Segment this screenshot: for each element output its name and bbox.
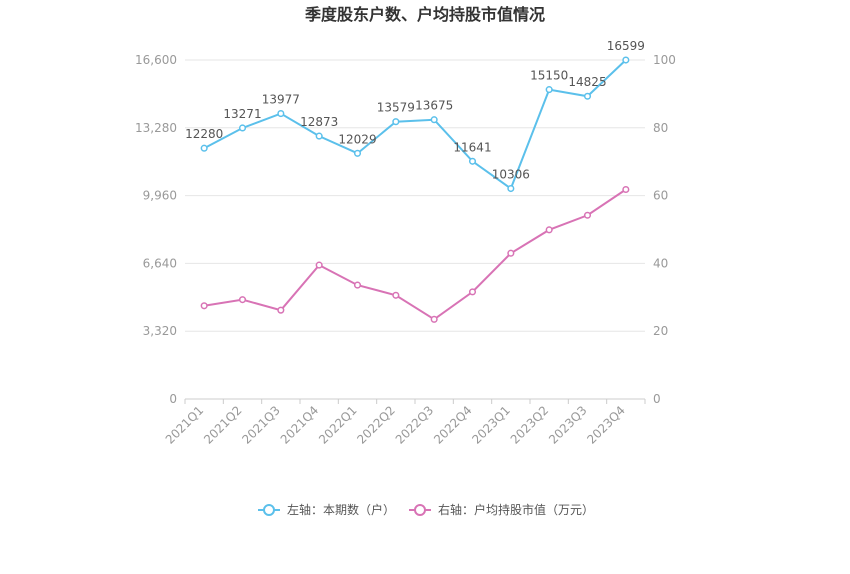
left-y-axis: 0 3,320 6,640 9,960 13,280 16,600 (135, 53, 177, 406)
x-tick-label: 2023Q3 (546, 403, 590, 447)
x-tick-label: 2022Q2 (354, 403, 398, 447)
data-label: 16599 (607, 39, 645, 53)
data-label: 13977 (262, 93, 300, 107)
x-tick-label: 2022Q3 (393, 403, 437, 447)
left-tick-label: 3,320 (143, 324, 177, 338)
data-point[interactable] (238, 124, 247, 132)
left-tick-label: 13,280 (135, 121, 177, 135)
x-tick-label: 2023Q1 (469, 403, 513, 447)
data-label: 12280 (185, 127, 223, 141)
left-tick-label: 9,960 (143, 189, 177, 203)
series-line (203, 59, 627, 191)
left-tick-label: 0 (169, 392, 177, 406)
data-point[interactable] (315, 261, 323, 269)
data-label: 13675 (415, 99, 453, 113)
right-tick-label: 0 (653, 392, 661, 406)
data-point[interactable] (353, 281, 362, 289)
data-label: 13271 (223, 107, 261, 121)
data-point[interactable] (583, 92, 592, 100)
data-label: 15150 (530, 69, 568, 83)
data-point[interactable] (430, 116, 438, 124)
data-label: 11641 (453, 140, 491, 154)
data-label: 13579 (377, 101, 415, 115)
data-point[interactable] (200, 144, 208, 152)
data-point[interactable] (507, 184, 515, 193)
data-point[interactable] (622, 56, 630, 64)
data-point[interactable] (545, 226, 553, 234)
right-tick-label: 80 (653, 121, 668, 135)
x-tick-label: 2021Q2 (201, 403, 245, 447)
data-label: 12029 (338, 132, 376, 146)
data-point[interactable] (545, 86, 553, 94)
x-tick-label: 2023Q2 (508, 403, 552, 447)
data-point[interactable] (200, 302, 208, 310)
series-line (204, 188, 627, 321)
right-tick-label: 40 (653, 256, 668, 270)
data-point[interactable] (238, 296, 247, 304)
data-point[interactable] (392, 291, 400, 299)
left-tick-label: 6,640 (143, 256, 177, 270)
x-tick-label: 2023Q4 (584, 403, 628, 447)
legend-marker (263, 504, 275, 516)
data-point[interactable] (507, 249, 515, 257)
data-point[interactable] (468, 288, 477, 296)
data-point[interactable] (622, 185, 630, 194)
x-tick-label: 2021Q3 (239, 403, 283, 447)
x-tick-label: 2022Q4 (431, 403, 475, 447)
legend-item-right[interactable]: 右轴：户均持股市值（万元） (409, 502, 594, 517)
series-right (200, 185, 630, 323)
right-y-axis: 0 20 40 60 80 100 (653, 53, 676, 406)
legend[interactable]: 左轴：本期数（户） 右轴：户均持股市值（万元） (258, 502, 594, 517)
data-point[interactable] (392, 118, 400, 126)
data-label: 14825 (568, 75, 606, 89)
legend-item-left[interactable]: 左轴：本期数（户） (258, 502, 395, 517)
data-point[interactable] (353, 149, 362, 157)
x-tick-label: 2021Q1 (163, 403, 207, 447)
data-point[interactable] (430, 315, 438, 323)
x-axis: 2021Q12021Q22021Q32021Q42022Q12022Q22022… (163, 399, 646, 447)
x-tick-label: 2022Q1 (316, 403, 360, 447)
right-tick-label: 20 (653, 324, 668, 338)
right-tick-label: 60 (653, 189, 668, 203)
legend-marker (414, 504, 426, 516)
data-label: 10306 (492, 168, 530, 182)
legend-label: 左轴：本期数（户） (287, 502, 395, 517)
data-point[interactable] (583, 211, 592, 219)
legend-label: 右轴：户均持股市值（万元） (438, 502, 594, 517)
data-point[interactable] (315, 132, 323, 140)
data-point[interactable] (468, 157, 477, 165)
left-tick-label: 16,600 (135, 53, 177, 67)
data-label: 12873 (300, 115, 338, 129)
right-tick-label: 100 (653, 53, 676, 67)
data-point[interactable] (277, 306, 285, 314)
chart-title: 季度股东户数、户均持股市值情况 (304, 5, 545, 24)
x-tick-label: 2021Q4 (278, 403, 322, 447)
data-point[interactable] (277, 110, 285, 118)
